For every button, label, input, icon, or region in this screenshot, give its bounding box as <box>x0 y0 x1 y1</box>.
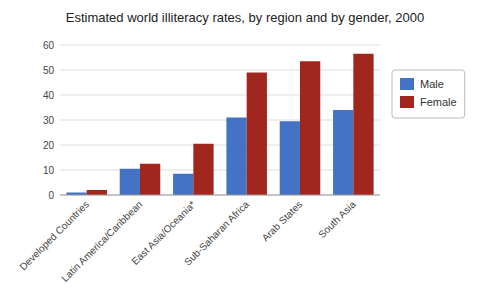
legend-box <box>392 70 465 118</box>
y-tick-label: 50 <box>43 65 55 76</box>
bars <box>66 54 373 195</box>
bar <box>226 118 246 196</box>
bar <box>140 164 160 195</box>
x-tick-label: Sub-Saharan Africa <box>182 198 251 267</box>
bar <box>353 54 373 195</box>
grid-line <box>60 170 380 171</box>
grid-line <box>60 45 380 46</box>
y-tick-label: 60 <box>43 40 55 51</box>
x-axis: Developed CountriesLatin America/Caribbe… <box>17 198 358 284</box>
chart-svg: Estimated world illiteracy rates, by reg… <box>0 0 490 300</box>
grid-line <box>60 145 380 146</box>
grid-line <box>60 95 380 96</box>
x-tick-label: Latin America/Caribbean <box>59 199 144 284</box>
x-axis-line <box>60 195 380 196</box>
bar <box>333 110 353 195</box>
legend-label: Male <box>420 78 444 90</box>
bar <box>173 174 193 195</box>
y-tick-label: 0 <box>48 190 54 201</box>
y-tick-label: 10 <box>43 165 55 176</box>
bar <box>300 61 320 195</box>
bar <box>120 169 140 195</box>
y-tick-label: 40 <box>43 90 55 101</box>
grid-line <box>60 120 380 121</box>
bar <box>87 190 107 195</box>
bar <box>247 73 267 196</box>
x-tick-label: South Asia <box>316 198 358 240</box>
grid-line <box>60 195 380 196</box>
grid-line <box>60 70 380 71</box>
title: Estimated world illiteracy rates, by reg… <box>66 10 424 25</box>
legend-swatch <box>400 96 414 108</box>
y-tick-label: 30 <box>43 115 55 126</box>
bar <box>280 121 300 195</box>
y-axis: 0 10 20 30 40 50 60 <box>43 40 380 201</box>
bar <box>193 144 213 195</box>
legend-label: Female <box>420 96 457 108</box>
y-tick-label: 20 <box>43 140 55 151</box>
legend: Male Female <box>392 70 465 118</box>
chart-container: Estimated world illiteracy rates, by reg… <box>0 0 490 300</box>
x-tick-label: Arab States <box>260 199 305 244</box>
legend-swatch <box>400 78 414 90</box>
